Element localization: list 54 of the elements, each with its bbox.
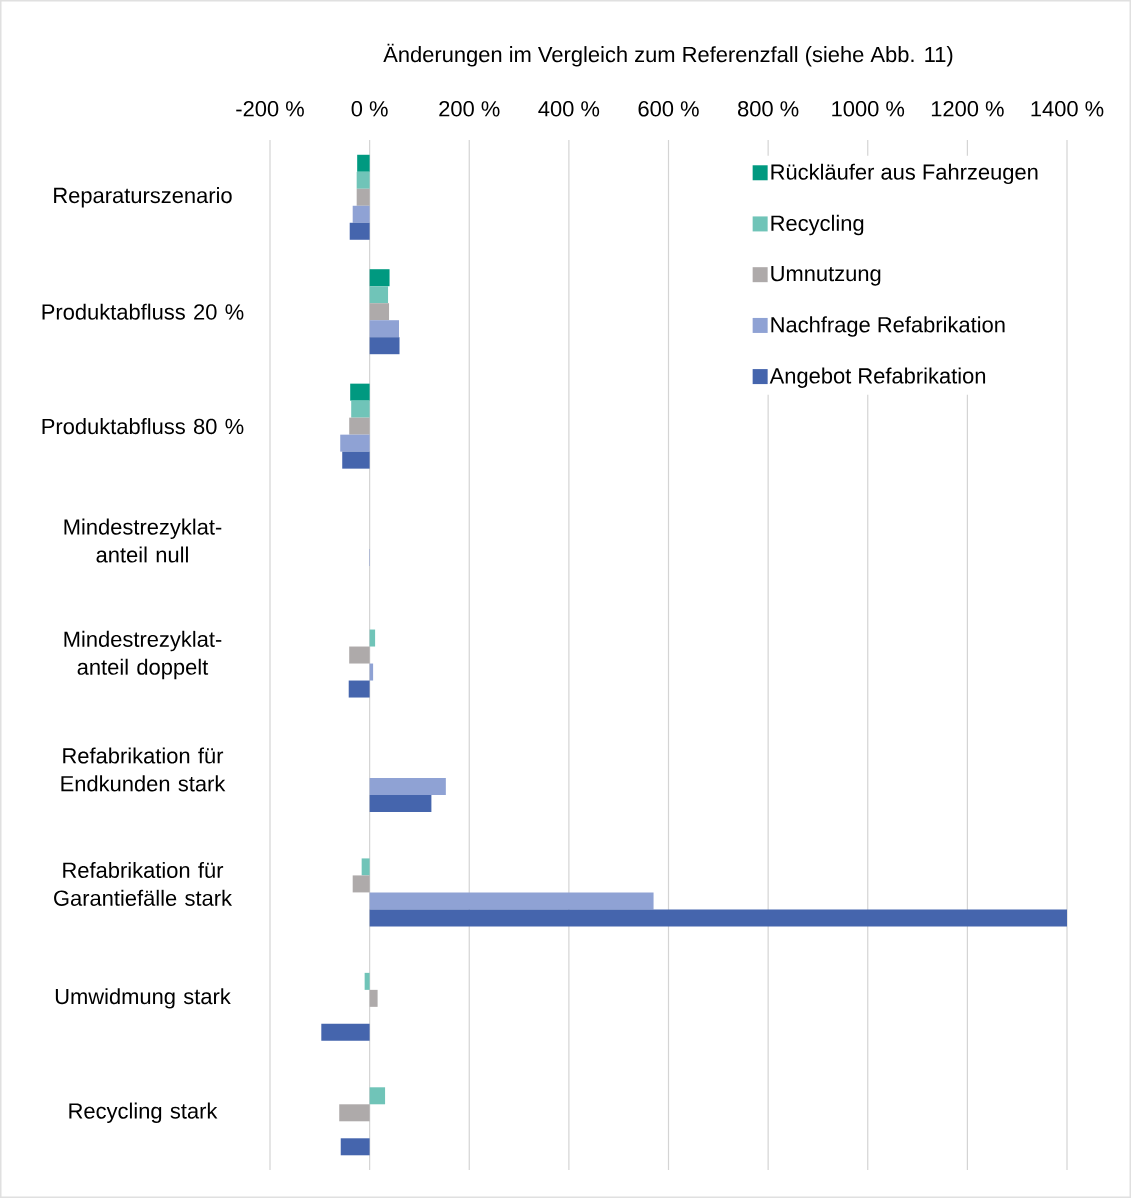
y-tick-label: Refabrikation für Endkunden stark [61,747,226,792]
bar [357,154,370,172]
bar [369,629,376,647]
bar [349,646,370,664]
x-tick-label: 1400 % [1031,101,1104,117]
legend-label: Recycling [771,214,864,236]
y-tick-label: Produktabfluss 20 % [42,303,244,320]
bar [352,205,370,223]
x-tick-label: 1000 % [832,101,905,117]
bar [369,303,390,321]
bar [349,222,370,240]
bar [369,286,389,304]
bar [369,337,400,355]
bar [369,777,446,795]
bar [352,875,370,893]
bar [369,892,654,910]
y-tick-label: Refabrikation für Garantiefälle stark [54,861,233,906]
y-tick-label: Produktabfluss 80 % [42,418,244,435]
x-tick-label: 400 % [538,101,600,117]
bar [339,1104,370,1122]
bar [342,451,370,469]
bar [356,171,370,189]
y-tick-label: Umwidmung stark [55,988,231,1009]
y-tick-label: Mindestrezyklat-anteil null [64,518,222,563]
bar [369,989,378,1007]
bar [356,188,370,206]
bar [351,400,370,418]
legend-label: Nachfrage Refabrikation [771,316,1005,337]
x-tick-label: 200 % [439,101,500,117]
legend-label: Angebot Refabrikation [769,367,986,388]
x-tick-label: 1200 % [931,101,1004,117]
x-tick-label: 800 % [738,101,799,117]
bar [369,909,1068,927]
bar [349,417,370,435]
legend-label: Rückläufer aus Fahrzeugen [771,163,1038,185]
bar [361,858,370,876]
bar [364,972,370,990]
bar [348,680,370,698]
bar [340,1138,370,1156]
x-tick-label: 600 % [638,101,699,117]
y-tick-label: Reparaturszenario [54,187,232,208]
x-tick-label: 0 % [351,101,388,117]
bar [321,1023,370,1041]
y-tick-label: Recycling stark [69,1102,218,1124]
y-tick-label: Mindestrezyklat-anteil doppelt [64,630,222,680]
x-axis-title: Änderungen im Vergleich zum Referenzfall (siehe Abb. 11) [383,43,953,67]
bar [350,383,370,401]
legend-label: Umnutzung [771,266,881,286]
bar [369,320,400,338]
bar [340,434,370,452]
x-tick-label: -200 % [236,101,304,117]
bar [369,1087,386,1105]
bar [369,269,390,287]
bar [369,794,432,812]
